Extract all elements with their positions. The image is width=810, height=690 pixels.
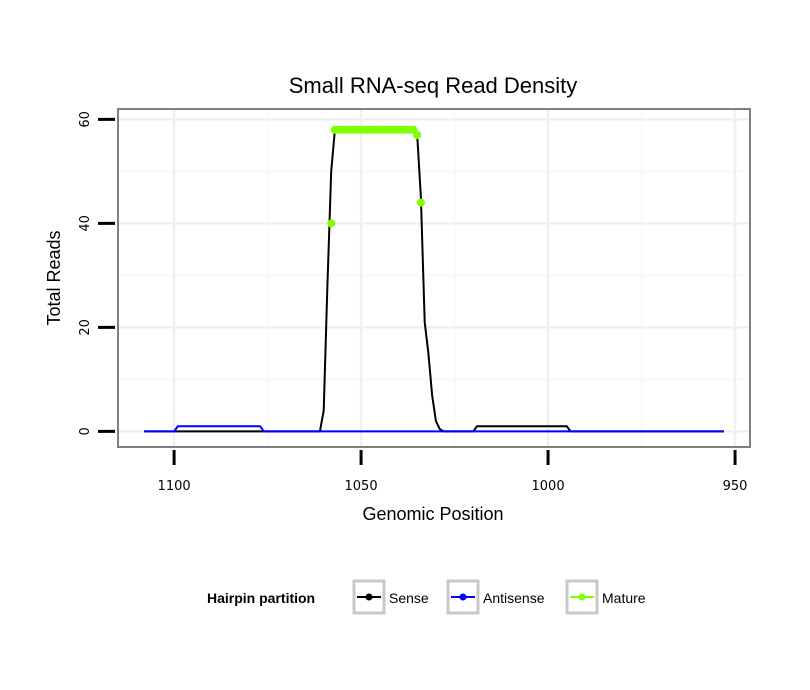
y-axis-title: Total Reads xyxy=(44,230,64,325)
plot-panel-border xyxy=(117,108,751,448)
mature-point xyxy=(413,131,422,139)
y-tick-label: 60 xyxy=(78,111,93,128)
x-tick-label: 1100 xyxy=(158,479,191,494)
series-line-sense xyxy=(144,128,724,433)
series-line-antisense xyxy=(144,425,724,433)
y-tick-label: 40 xyxy=(78,215,93,232)
legend-key-dot-mature xyxy=(578,593,586,601)
y-tick-label: 0 xyxy=(78,427,93,435)
legend-key-dot-antisense xyxy=(459,593,467,601)
legend: Hairpin partition Sense Antisense Mature xyxy=(207,579,646,615)
x-tick-label: 1000 xyxy=(532,479,565,494)
legend-label-antisense: Antisense xyxy=(483,590,545,606)
x-tick-label: 950 xyxy=(723,479,748,494)
legend-title: Hairpin partition xyxy=(207,590,315,606)
series-mature xyxy=(327,125,425,228)
x-axis-title: Genomic Position xyxy=(362,504,503,524)
legend-label-mature: Mature xyxy=(602,590,646,606)
axes: 1100 1050 1000 950 0 20 40 60 xyxy=(78,111,747,494)
legend-label-sense: Sense xyxy=(389,590,429,606)
legend-key-dot-sense xyxy=(365,593,373,601)
x-tick-label: 1050 xyxy=(345,479,378,494)
mature-point xyxy=(416,198,425,207)
y-tick-label: 20 xyxy=(78,319,93,336)
chart-title: Small RNA-seq Read Density xyxy=(289,73,578,98)
series-layer xyxy=(144,125,724,433)
mature-point xyxy=(327,219,336,228)
